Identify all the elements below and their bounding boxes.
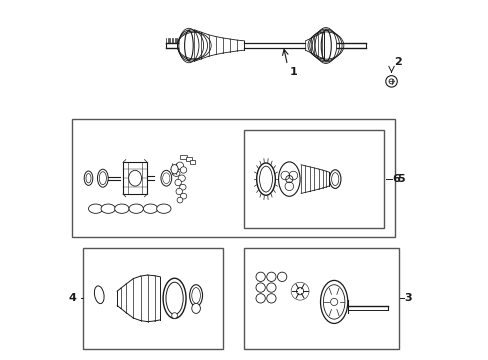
Ellipse shape xyxy=(84,171,93,185)
Ellipse shape xyxy=(179,184,185,190)
Text: 3: 3 xyxy=(404,293,411,303)
Ellipse shape xyxy=(177,197,183,203)
Ellipse shape xyxy=(171,165,178,174)
Ellipse shape xyxy=(161,170,171,186)
Bar xyxy=(180,154,186,159)
Ellipse shape xyxy=(184,31,193,60)
Ellipse shape xyxy=(163,278,185,319)
Ellipse shape xyxy=(171,313,177,319)
Ellipse shape xyxy=(176,188,182,195)
Ellipse shape xyxy=(191,303,200,314)
Ellipse shape xyxy=(94,286,104,303)
Circle shape xyxy=(266,283,276,292)
Circle shape xyxy=(266,294,276,303)
Ellipse shape xyxy=(256,163,275,195)
Circle shape xyxy=(266,272,276,282)
Bar xyxy=(189,160,195,164)
Ellipse shape xyxy=(329,170,340,188)
Ellipse shape xyxy=(115,204,129,213)
Ellipse shape xyxy=(129,204,143,213)
Bar xyxy=(185,157,192,161)
Ellipse shape xyxy=(97,169,108,187)
Circle shape xyxy=(385,76,396,87)
Circle shape xyxy=(255,283,265,292)
Ellipse shape xyxy=(128,170,142,186)
Bar xyxy=(122,162,147,194)
Ellipse shape xyxy=(176,162,183,169)
Ellipse shape xyxy=(172,171,180,176)
Bar xyxy=(244,130,384,228)
Bar xyxy=(72,119,394,237)
Ellipse shape xyxy=(143,204,158,213)
Ellipse shape xyxy=(175,179,181,186)
Ellipse shape xyxy=(320,280,347,323)
Text: 5: 5 xyxy=(396,174,404,184)
Ellipse shape xyxy=(278,162,300,196)
Ellipse shape xyxy=(178,175,185,181)
Circle shape xyxy=(255,294,265,303)
Ellipse shape xyxy=(88,204,102,213)
Circle shape xyxy=(255,272,265,282)
Text: 2: 2 xyxy=(394,57,401,67)
Ellipse shape xyxy=(321,30,330,61)
Ellipse shape xyxy=(156,204,171,213)
Ellipse shape xyxy=(180,167,186,173)
Ellipse shape xyxy=(296,288,303,295)
Circle shape xyxy=(277,272,286,282)
Text: 1: 1 xyxy=(289,67,297,77)
Bar xyxy=(83,248,223,348)
Bar xyxy=(244,248,398,348)
Ellipse shape xyxy=(189,285,202,306)
Text: 4: 4 xyxy=(68,293,76,303)
Ellipse shape xyxy=(180,193,186,199)
Text: 6: 6 xyxy=(391,174,399,184)
Ellipse shape xyxy=(101,204,115,213)
